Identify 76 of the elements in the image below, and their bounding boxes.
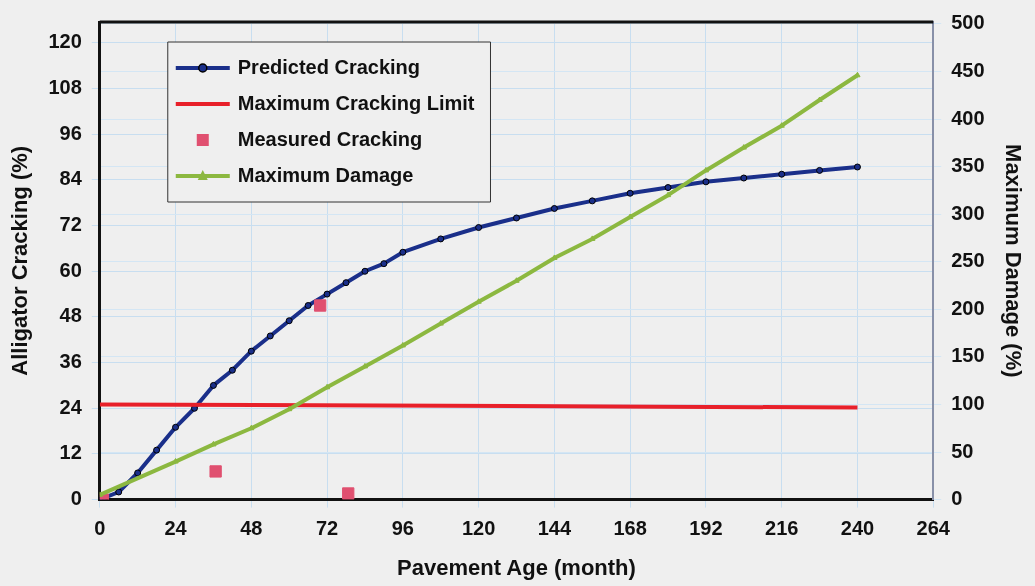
point <box>853 163 861 171</box>
x-tick-label: 96 <box>391 517 414 540</box>
y-tick-label: 108 <box>48 76 82 99</box>
y2-tick-label: 150 <box>951 344 985 367</box>
x-tick-label: 168 <box>613 517 647 540</box>
y-tick-label: 24 <box>59 395 83 418</box>
x-tick-label: 0 <box>94 517 106 540</box>
point <box>342 487 355 500</box>
point <box>266 332 274 340</box>
x-tick-label: 264 <box>916 517 951 540</box>
point <box>115 488 123 496</box>
y-tick-label: 84 <box>59 167 83 190</box>
point <box>313 299 327 312</box>
y2-tick-label: 0 <box>951 487 963 510</box>
y-tick-label: 12 <box>59 441 82 464</box>
point <box>513 214 520 222</box>
point <box>172 458 179 464</box>
point <box>380 260 388 268</box>
point <box>437 235 445 243</box>
point <box>304 302 312 310</box>
y-tick-label: 60 <box>59 258 82 281</box>
point <box>588 197 596 205</box>
point <box>740 174 748 182</box>
x-tick-label: 240 <box>840 517 875 540</box>
x-axis-title: Pavement Age (month) <box>397 554 636 580</box>
point <box>228 366 236 374</box>
point <box>778 170 786 178</box>
x-tick-label: 192 <box>689 517 723 540</box>
point <box>475 224 483 231</box>
y-tick-label: 96 <box>59 121 82 144</box>
point <box>627 213 634 220</box>
y2-tick-label: 200 <box>951 296 985 319</box>
legend-label: Maximum Damage <box>237 163 414 186</box>
x-tick-label: 48 <box>240 517 263 540</box>
point <box>550 204 558 212</box>
point <box>342 279 350 287</box>
y2-tick-label: 250 <box>951 249 985 272</box>
y2-tick-label: 500 <box>951 11 985 34</box>
y2-tick-label: 100 <box>951 391 985 414</box>
point <box>361 267 369 275</box>
point <box>247 347 255 355</box>
point <box>286 405 293 412</box>
point <box>209 381 217 389</box>
point <box>664 184 672 192</box>
y-tick-label: 36 <box>59 350 82 373</box>
point <box>153 446 161 454</box>
y-tick-label: 0 <box>70 487 82 510</box>
x-tick-label: 24 <box>164 517 188 540</box>
x-tick-label: 216 <box>765 517 799 540</box>
point <box>323 290 331 298</box>
y-tick-label: 72 <box>59 213 82 236</box>
y2-tick-label: 50 <box>951 439 974 462</box>
y2-axis-title: Maximum Damage (%) <box>1000 144 1026 378</box>
point <box>134 469 142 477</box>
point <box>172 423 180 431</box>
legend-label: Maximum Cracking Limit <box>237 91 475 114</box>
point <box>589 235 596 241</box>
point <box>399 248 407 256</box>
y-axis-title: Alligator Cracking (%) <box>7 145 33 376</box>
y2-tick-label: 300 <box>951 201 985 224</box>
legend-label: Predicted Cracking <box>237 55 421 78</box>
point <box>854 71 861 78</box>
y2-tick-label: 350 <box>951 154 985 177</box>
legend-label: Measured Cracking <box>237 127 423 150</box>
x-tick-label: 144 <box>537 517 572 540</box>
y2-tick-label: 450 <box>951 58 985 81</box>
point <box>626 189 634 197</box>
y2-tick-label: 400 <box>951 106 985 129</box>
point <box>285 317 293 325</box>
point <box>816 166 824 174</box>
x-tick-label: 72 <box>315 517 339 540</box>
point <box>209 465 222 478</box>
y-tick-label: 48 <box>59 304 82 327</box>
x-tick-label: 120 <box>461 517 496 540</box>
point <box>702 178 710 186</box>
y-tick-label: 120 <box>48 30 82 53</box>
